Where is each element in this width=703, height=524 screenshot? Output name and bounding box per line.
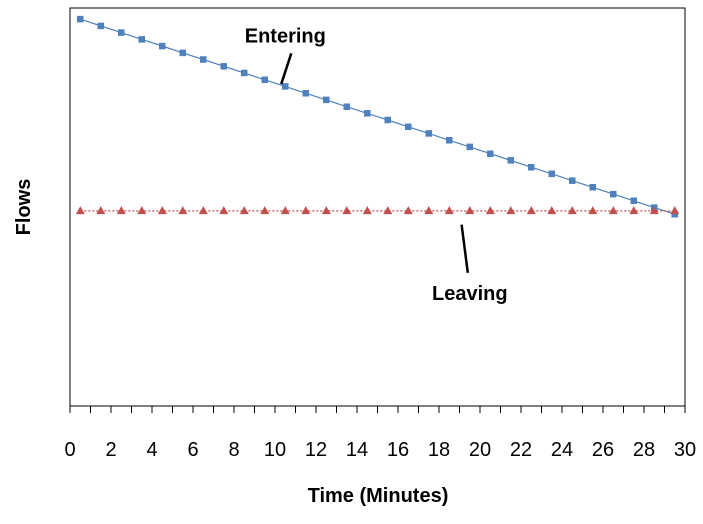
- x-tick-label: 30: [674, 439, 696, 461]
- data-point: [282, 83, 289, 90]
- data-point: [465, 206, 475, 215]
- data-point: [485, 206, 495, 215]
- data-point: [567, 206, 577, 215]
- data-point: [506, 206, 516, 215]
- annotation-pointer-entering: [280, 52, 293, 85]
- data-point: [342, 206, 352, 215]
- data-point: [157, 206, 167, 215]
- series-entering: [77, 15, 678, 218]
- data-point: [446, 137, 453, 144]
- data-point: [178, 206, 188, 215]
- data-point: [466, 143, 473, 151]
- x-tick-label: 26: [592, 439, 614, 461]
- data-point: [179, 49, 186, 57]
- data-point: [220, 63, 227, 70]
- data-point: [507, 157, 514, 164]
- data-point: [403, 206, 413, 215]
- data-point: [116, 206, 126, 215]
- x-tick-label: 24: [551, 439, 573, 461]
- data-point: [219, 206, 229, 215]
- data-point: [362, 206, 372, 215]
- data-point: [96, 206, 106, 215]
- data-point: [548, 170, 555, 178]
- data-point: [118, 29, 125, 36]
- data-point: [649, 206, 659, 215]
- x-tick-label: 0: [64, 439, 75, 461]
- data-point: [444, 206, 454, 215]
- x-tick-label: 28: [633, 439, 655, 461]
- series-line-entering: [80, 18, 675, 215]
- data-point: [323, 96, 330, 104]
- x-tick-label: 18: [428, 439, 450, 461]
- data-point: [608, 206, 618, 215]
- data-point: [569, 177, 576, 184]
- data-point: [198, 206, 208, 215]
- x-tick-label: 14: [346, 439, 368, 461]
- data-point: [138, 36, 145, 43]
- data-point: [425, 130, 432, 137]
- data-point: [424, 206, 434, 215]
- data-point: [280, 206, 290, 215]
- data-point: [383, 206, 393, 215]
- data-point: [77, 15, 84, 23]
- x-tick-label: 6: [187, 439, 198, 461]
- x-axis-label: Time (Minutes): [308, 485, 449, 507]
- x-tick-label: 10: [264, 439, 286, 461]
- x-tick-label: 20: [469, 439, 491, 461]
- data-point: [547, 206, 557, 215]
- series-leaving: [75, 206, 680, 215]
- x-tick-label: 8: [228, 439, 239, 461]
- data-point: [260, 206, 270, 215]
- x-tick-label: 4: [146, 439, 157, 461]
- data-point: [610, 190, 617, 198]
- data-point: [670, 206, 680, 215]
- data-point: [301, 206, 311, 215]
- annotation-layer: Entering Leaving: [245, 25, 508, 305]
- data-point: [526, 206, 536, 215]
- series-layer: [75, 15, 680, 218]
- x-tick-label: 16: [387, 439, 409, 461]
- data-point: [97, 22, 104, 30]
- data-point: [528, 163, 535, 171]
- data-point: [630, 197, 637, 205]
- data-point: [588, 206, 598, 215]
- data-point: [487, 150, 494, 157]
- data-point: [321, 206, 331, 215]
- annotation-entering: Entering: [245, 25, 326, 47]
- data-point: [241, 69, 248, 77]
- x-tick-label: 12: [305, 439, 327, 461]
- data-point: [405, 123, 412, 131]
- data-point: [343, 103, 350, 110]
- data-point: [589, 184, 596, 191]
- data-point: [629, 206, 639, 215]
- data-point: [137, 206, 147, 215]
- data-point: [200, 56, 207, 63]
- data-point: [384, 116, 391, 124]
- data-point: [302, 90, 309, 97]
- data-point: [159, 42, 166, 50]
- annotation-pointer-leaving: [460, 224, 470, 273]
- data-point: [75, 206, 85, 215]
- annotation-leaving: Leaving: [432, 283, 508, 305]
- y-axis-label: Flows: [13, 179, 35, 236]
- data-point: [239, 206, 249, 215]
- x-tick-label: 2: [105, 439, 116, 461]
- data-point: [364, 110, 371, 117]
- data-point: [261, 76, 268, 84]
- axis-layer: 0 2 4 6 8 10 12 14 16 18 20 22 24 26 28 30: [64, 405, 696, 461]
- x-tick-label: 22: [510, 439, 532, 461]
